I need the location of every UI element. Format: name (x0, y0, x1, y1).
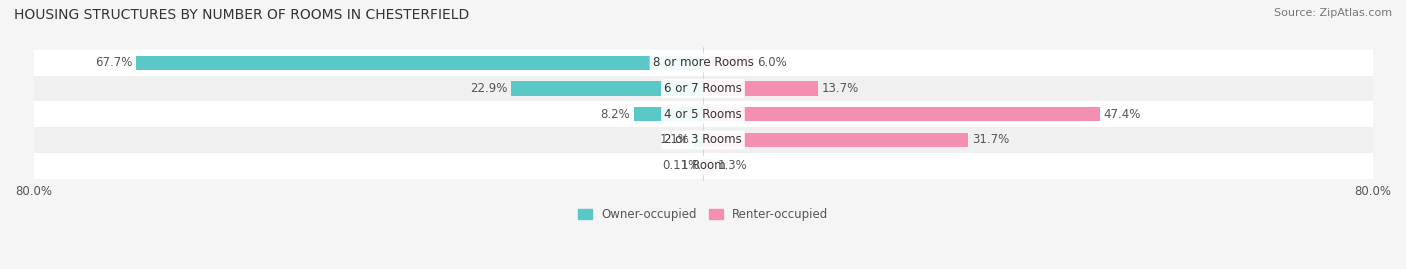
Bar (634, 107, 703, 121)
Text: 2 or 3 Rooms: 2 or 3 Rooms (664, 133, 742, 147)
Text: 13.7%: 13.7% (823, 82, 859, 95)
Bar (703, 56, 754, 70)
Bar (703, 159, 714, 173)
Bar (703, 107, 1099, 121)
Text: 22.9%: 22.9% (470, 82, 508, 95)
Text: 31.7%: 31.7% (973, 133, 1010, 147)
Bar (703, 82, 818, 95)
Text: 1.1%: 1.1% (659, 133, 689, 147)
Text: 4 or 5 Rooms: 4 or 5 Rooms (664, 108, 742, 121)
Text: 1.3%: 1.3% (718, 159, 748, 172)
Bar (512, 82, 703, 95)
Bar (136, 56, 703, 70)
Bar (34, 153, 1372, 179)
Bar (34, 101, 1372, 127)
Text: 8 or more Rooms: 8 or more Rooms (652, 56, 754, 69)
Text: 47.4%: 47.4% (1104, 108, 1142, 121)
Bar (34, 50, 1372, 76)
Text: 8.2%: 8.2% (600, 108, 630, 121)
Text: 0.11%: 0.11% (662, 159, 700, 172)
Bar (34, 76, 1372, 101)
Text: 67.7%: 67.7% (94, 56, 132, 69)
Bar (703, 133, 969, 147)
Text: 6 or 7 Rooms: 6 or 7 Rooms (664, 82, 742, 95)
Text: 6.0%: 6.0% (758, 56, 787, 69)
Text: HOUSING STRUCTURES BY NUMBER OF ROOMS IN CHESTERFIELD: HOUSING STRUCTURES BY NUMBER OF ROOMS IN… (14, 8, 470, 22)
Legend: Owner-occupied, Renter-occupied: Owner-occupied, Renter-occupied (572, 204, 834, 226)
Bar (34, 127, 1372, 153)
Text: Source: ZipAtlas.com: Source: ZipAtlas.com (1274, 8, 1392, 18)
Text: 1 Room: 1 Room (681, 159, 725, 172)
Bar (693, 133, 703, 147)
